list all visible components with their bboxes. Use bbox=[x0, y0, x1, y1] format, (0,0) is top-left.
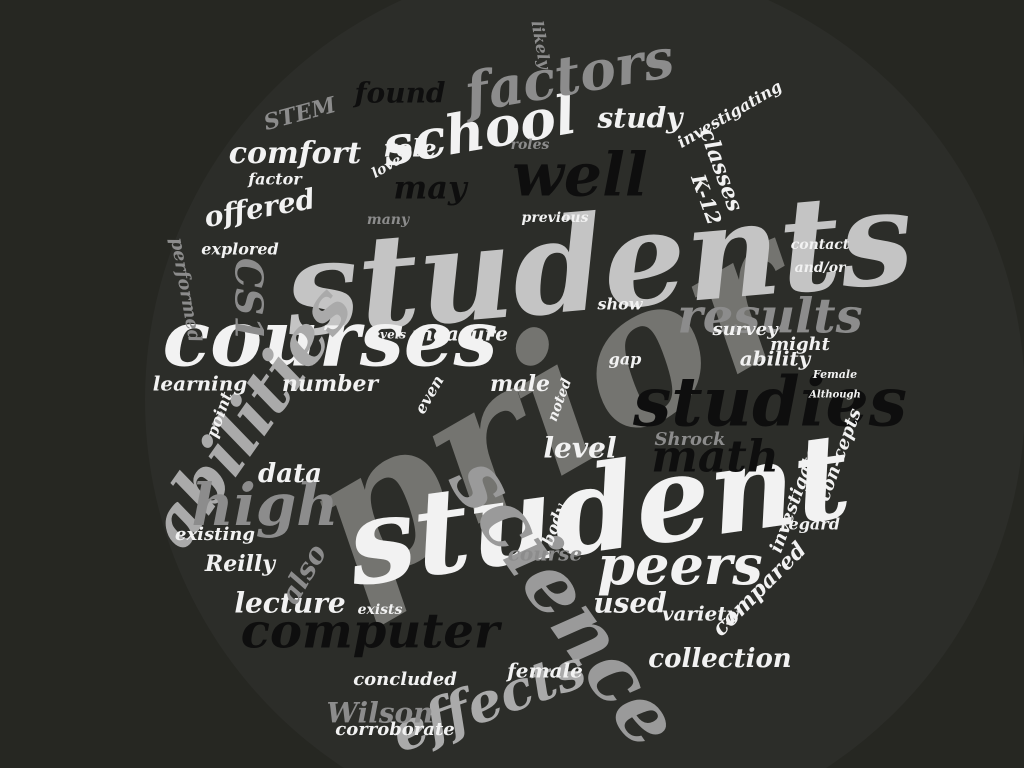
word: ability bbox=[740, 347, 812, 371]
word: measure bbox=[412, 322, 508, 346]
word: many bbox=[367, 212, 410, 228]
word: corroborate bbox=[335, 719, 454, 740]
word: levels bbox=[368, 328, 406, 342]
word: concluded bbox=[353, 669, 457, 690]
word: course bbox=[508, 542, 583, 566]
word: computer bbox=[241, 604, 503, 660]
word: study bbox=[597, 102, 685, 135]
word: studies bbox=[632, 363, 907, 443]
word: and/or bbox=[795, 260, 847, 276]
word: found bbox=[352, 77, 445, 110]
word: high bbox=[192, 471, 339, 539]
word: lecture bbox=[234, 587, 345, 620]
word: results bbox=[677, 289, 862, 345]
word: math bbox=[651, 432, 778, 483]
word: CS1 bbox=[227, 258, 272, 342]
word: Although bbox=[808, 390, 861, 401]
word: learning bbox=[153, 372, 247, 396]
word: existing bbox=[175, 524, 255, 545]
word: used bbox=[593, 587, 667, 620]
word: variety bbox=[662, 602, 740, 626]
word: collection bbox=[648, 644, 791, 674]
word: factor bbox=[247, 170, 303, 189]
word: level bbox=[543, 432, 616, 465]
word: Female bbox=[812, 368, 857, 381]
word: female bbox=[505, 659, 583, 683]
word: courses bbox=[163, 294, 498, 385]
word: contact bbox=[791, 237, 850, 253]
word: may bbox=[393, 169, 469, 207]
word: Shrock bbox=[654, 429, 725, 450]
word: well bbox=[512, 141, 647, 211]
word: comfort bbox=[229, 136, 362, 171]
word: male bbox=[490, 371, 550, 397]
word: explored bbox=[201, 240, 278, 259]
word: number bbox=[282, 371, 380, 397]
word: previous bbox=[522, 210, 589, 226]
word: gap bbox=[609, 350, 642, 369]
word: survey bbox=[711, 319, 779, 340]
word: roles bbox=[511, 137, 550, 153]
word: peers bbox=[597, 533, 762, 597]
word: Reilly bbox=[204, 551, 277, 577]
cloud-disc bbox=[145, 0, 1024, 768]
word: regard bbox=[780, 515, 840, 534]
word: role bbox=[383, 134, 436, 163]
word: might bbox=[770, 334, 831, 355]
word: exists bbox=[358, 602, 403, 618]
word: Wilson bbox=[326, 697, 433, 730]
word: show bbox=[596, 295, 643, 314]
word: data bbox=[258, 459, 322, 489]
